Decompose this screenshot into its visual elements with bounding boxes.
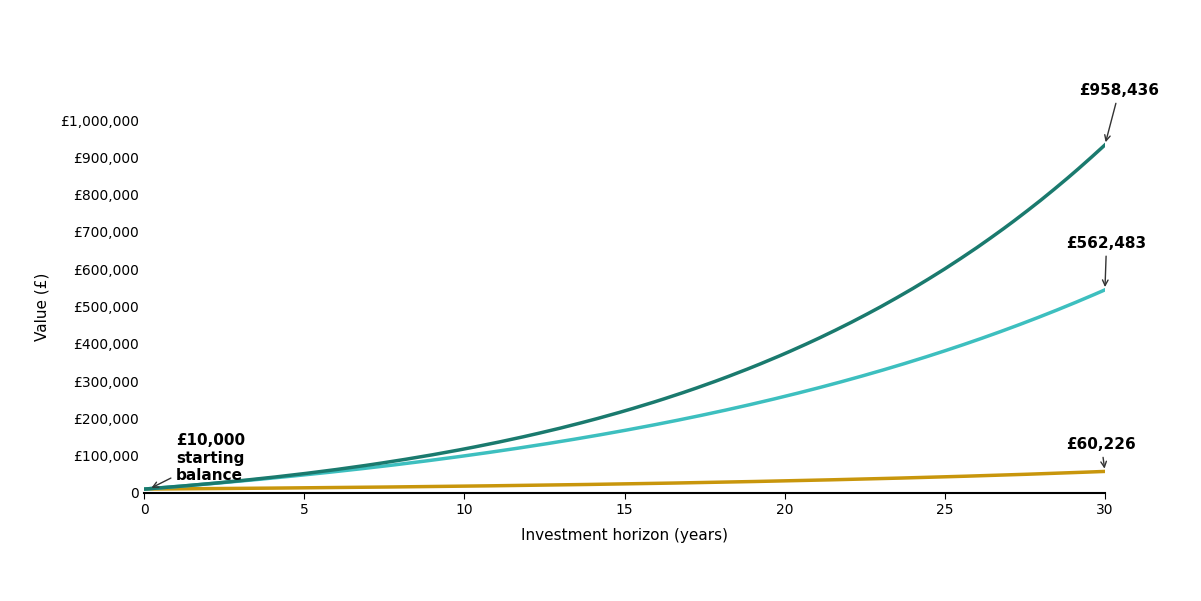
- Text: £958,436: £958,436: [1080, 83, 1159, 141]
- Text: £562,483: £562,483: [1066, 236, 1147, 285]
- X-axis label: Investment horizon (years): Investment horizon (years): [521, 528, 728, 543]
- Text: £60,226: £60,226: [1066, 437, 1136, 467]
- Text: £10,000
starting
balance: £10,000 starting balance: [153, 433, 245, 487]
- Y-axis label: Value (£): Value (£): [34, 272, 49, 341]
